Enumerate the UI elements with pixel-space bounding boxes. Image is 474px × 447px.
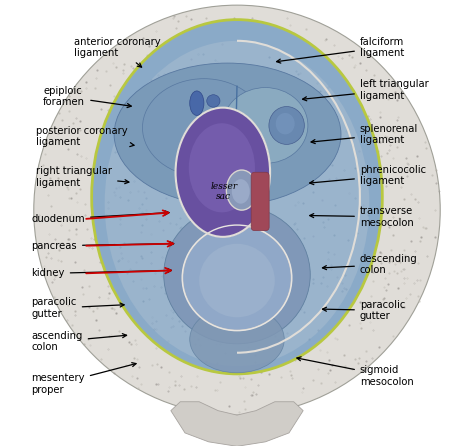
- Text: epiploic
foramen: epiploic foramen: [43, 86, 131, 108]
- Ellipse shape: [175, 108, 270, 237]
- Text: mesentery
proper: mesentery proper: [31, 363, 136, 395]
- Text: anterior coronary
ligament: anterior coronary ligament: [74, 37, 161, 67]
- Ellipse shape: [199, 244, 275, 317]
- Ellipse shape: [190, 91, 204, 115]
- Text: sigmoid
mesocolon: sigmoid mesocolon: [297, 357, 414, 387]
- Ellipse shape: [189, 123, 255, 212]
- Text: paracolic
gutter: paracolic gutter: [31, 297, 124, 319]
- FancyBboxPatch shape: [251, 172, 269, 231]
- Text: duodenum: duodenum: [31, 211, 169, 224]
- Ellipse shape: [91, 20, 383, 374]
- Text: transverse
mesocolon: transverse mesocolon: [310, 206, 414, 228]
- Ellipse shape: [227, 170, 257, 210]
- Ellipse shape: [114, 63, 341, 206]
- Text: right triangular
ligament: right triangular ligament: [36, 166, 129, 187]
- Ellipse shape: [223, 88, 308, 163]
- Text: kidney: kidney: [31, 268, 172, 278]
- Text: pancreas: pancreas: [31, 241, 174, 251]
- Text: posterior coronary
ligament: posterior coronary ligament: [36, 126, 134, 148]
- Ellipse shape: [207, 95, 220, 107]
- Text: descending
colon: descending colon: [322, 254, 418, 275]
- Ellipse shape: [34, 5, 440, 415]
- Ellipse shape: [143, 79, 265, 177]
- Text: phrenicocolic
ligament: phrenicocolic ligament: [310, 164, 426, 186]
- Polygon shape: [171, 402, 303, 446]
- Text: paracolic
gutter: paracolic gutter: [322, 299, 405, 321]
- Text: falciform
ligament: falciform ligament: [277, 37, 404, 63]
- Ellipse shape: [232, 179, 250, 204]
- Text: ascending
colon: ascending colon: [31, 331, 127, 352]
- Ellipse shape: [182, 225, 292, 330]
- Ellipse shape: [190, 306, 284, 373]
- Ellipse shape: [276, 113, 295, 135]
- Ellipse shape: [269, 106, 304, 144]
- Text: splenorenal
ligament: splenorenal ligament: [311, 123, 418, 145]
- Ellipse shape: [164, 206, 310, 344]
- Text: left triangular
ligament: left triangular ligament: [302, 79, 428, 101]
- Text: lesser
sac: lesser sac: [210, 182, 237, 201]
- Ellipse shape: [105, 41, 369, 366]
